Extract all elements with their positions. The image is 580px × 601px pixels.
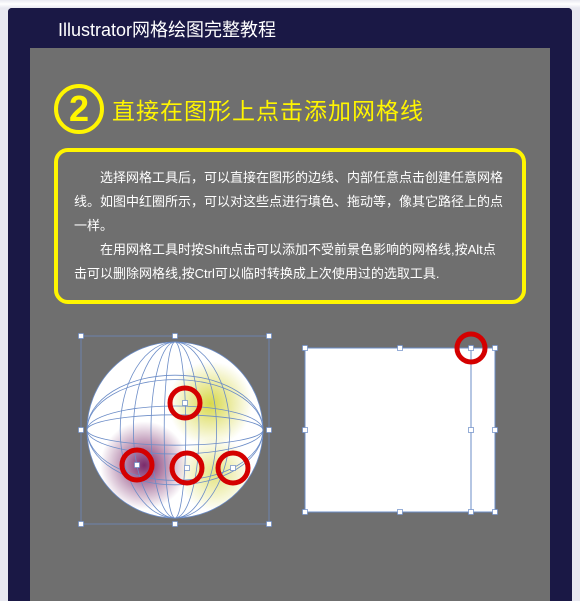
mesh-rect-illustration [295,330,505,520]
step-heading: 2 直接在图形上点击添加网格线 [54,84,526,134]
window-titlebar: Illustrator网格绘图完整教程 [8,8,572,48]
mesh-sphere-illustration [75,330,275,530]
step-number: 2 [69,88,89,130]
step-title: 直接在图形上点击添加网格线 [112,92,424,126]
description-box: 选择网格工具后，可以直接在图形的边线、内部任意点击创建任意网格线。如图中红圈所示… [54,148,526,304]
content-area: 2 直接在图形上点击添加网格线 选择网格工具后，可以直接在图形的边线、内部任意点… [30,48,550,601]
desc-paragraph-1: 选择网格工具后，可以直接在图形的边线、内部任意点击创建任意网格线。如图中红圈所示… [74,166,506,238]
desc-paragraph-2: 在用网格工具时按Shift点击可以添加不受前景色影响的网格线,按Alt点击可以删… [74,238,506,286]
step-number-badge: 2 [54,84,104,134]
tutorial-window: Illustrator网格绘图完整教程 2 直接在图形上点击添加网格线 选择网格… [8,8,572,601]
illustration-row [54,330,526,530]
window-title: Illustrator网格绘图完整教程 [58,20,276,40]
